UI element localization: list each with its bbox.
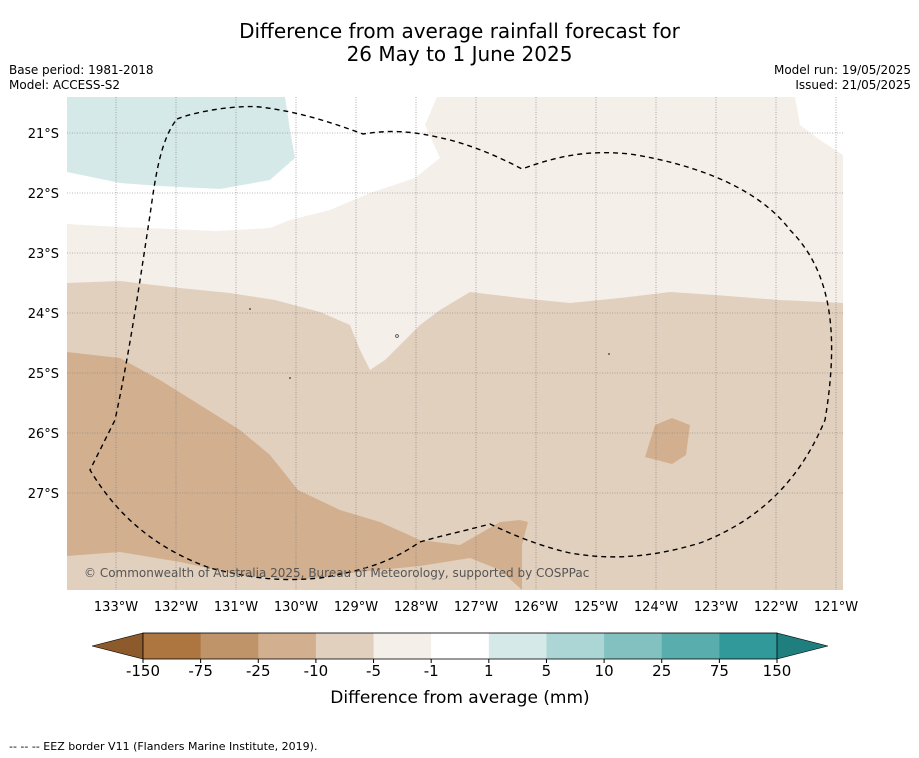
colorbar-tick-label: 1: [484, 662, 494, 680]
map-gridlines: [67, 97, 843, 590]
longitude-labels: 133°W 132°W 131°W 130°W 129°W 128°W 127°…: [94, 600, 858, 615]
eez-border-line: [89, 105, 833, 581]
lat-label: 26°S: [28, 427, 59, 442]
lon-label: 129°W: [334, 600, 378, 615]
lon-label: 121°W: [814, 600, 858, 615]
issued-date: Issued: 21/05/2025: [795, 78, 911, 92]
lat-label: 25°S: [28, 367, 59, 382]
colorbar-tick-label: -75: [188, 662, 213, 680]
lon-label: 124°W: [634, 600, 678, 615]
lon-label: 127°W: [454, 600, 498, 615]
colorbar-segment: [604, 633, 663, 659]
colorbar-segment: [488, 633, 547, 659]
lat-label: 22°S: [28, 187, 59, 202]
island-marker: [289, 377, 291, 379]
colorbar-frame: [142, 632, 778, 660]
lon-label: 133°W: [94, 600, 138, 615]
colorbar-segment: [719, 633, 778, 659]
lon-label: 132°W: [154, 600, 198, 615]
colorbar-label: Difference from average (mm): [330, 688, 589, 708]
colorbar-tick-label: 5: [542, 662, 552, 680]
colorbar: -150 -75 -25 -10 -5 -1 1 5 10 25 75 150 Difference …: [91, 632, 829, 708]
colorbar-segment: [258, 633, 317, 659]
colorbar-tick-label: -10: [304, 662, 329, 680]
lat-label: 27°S: [28, 487, 59, 502]
colorbar-tick-label: -25: [246, 662, 271, 680]
lon-label: 128°W: [394, 600, 438, 615]
map-area: [67, 97, 843, 590]
region-minus1-to-1-east: [795, 97, 843, 155]
colorbar-segment: [431, 633, 490, 659]
colorbar-tick-label: 25: [652, 662, 671, 680]
colorbar-tick-label: -150: [126, 662, 160, 680]
title-line-2: 26 May to 1 June 2025: [346, 42, 573, 66]
colorbar-segment: [546, 633, 605, 659]
lon-label: 131°W: [214, 600, 258, 615]
lat-label: 23°S: [28, 247, 59, 262]
lon-label: 123°W: [694, 600, 738, 615]
region-1-to-5: [67, 97, 295, 189]
title-line-1: Difference from average rainfall forecas…: [239, 19, 680, 43]
colorbar-extend-high: [776, 632, 829, 660]
model-name: Model: ACCESS-S2: [9, 78, 121, 92]
base-period: Base period: 1981-2018: [9, 63, 154, 77]
lon-label: 122°W: [754, 600, 798, 615]
colorbar-tick-label: 75: [710, 662, 729, 680]
region-minus10-to-minus5-south: [67, 552, 522, 590]
colorbar-segment: [661, 633, 720, 659]
colorbar-tick-label: 10: [595, 662, 614, 680]
footer-note: -- -- -- EEZ border V11 (Flanders Marine…: [9, 740, 318, 753]
map-copyright: © Commonwealth of Australia 2025, Bureau…: [84, 566, 589, 580]
colorbar-extend-low: [91, 632, 144, 660]
island-marker: [608, 353, 610, 355]
colorbar-segment: [373, 633, 432, 659]
island-marker: [395, 334, 399, 338]
colorbar-segment: [315, 633, 375, 659]
colorbar-segment: [200, 633, 259, 659]
island-marker: [249, 308, 251, 310]
lon-label: 126°W: [514, 600, 558, 615]
lat-label: 24°S: [28, 307, 59, 322]
colorbar-segment: [143, 633, 202, 659]
latitude-labels: 21°S 22°S 23°S 24°S 25°S 26°S 27°S: [28, 127, 59, 502]
model-run: Model run: 19/05/2025: [773, 63, 911, 77]
colorbar-tick-label: 150: [763, 662, 792, 680]
lon-label: 130°W: [274, 600, 318, 615]
lat-label: 21°S: [28, 127, 59, 142]
colorbar-tick-label: -5: [366, 662, 381, 680]
lon-label: 125°W: [574, 600, 618, 615]
colorbar-tick-label: -1: [424, 662, 439, 680]
region-minus25-to-minus10: [67, 352, 528, 590]
